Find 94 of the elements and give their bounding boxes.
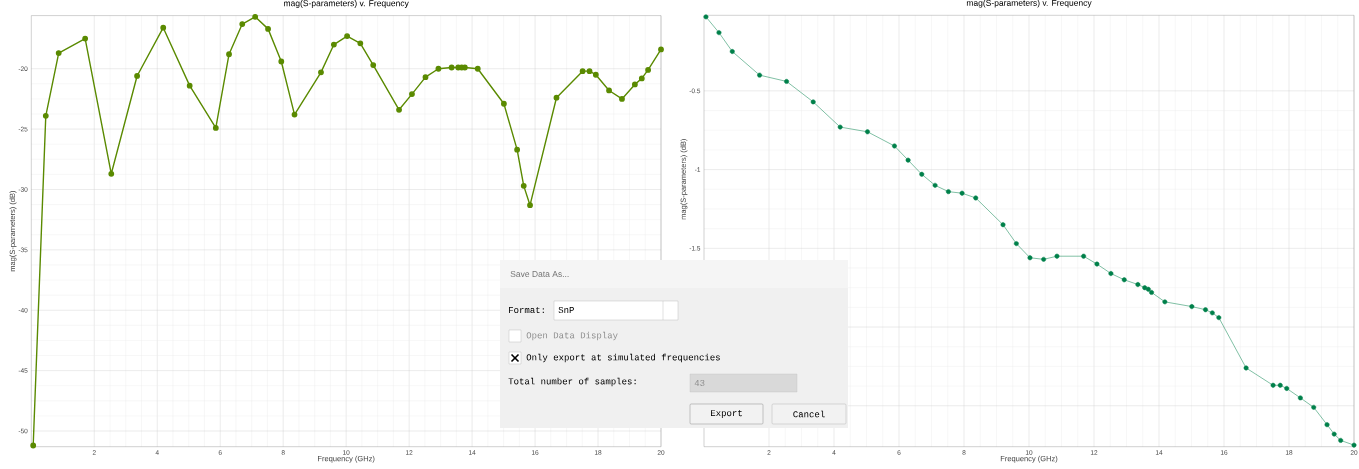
point bbox=[631, 81, 638, 88]
point bbox=[1121, 277, 1127, 283]
point bbox=[1135, 282, 1141, 287]
point bbox=[1216, 315, 1222, 321]
point bbox=[592, 71, 599, 78]
point bbox=[1000, 222, 1006, 228]
point bbox=[82, 35, 89, 42]
point bbox=[278, 58, 285, 65]
point bbox=[784, 78, 790, 84]
point bbox=[837, 124, 843, 130]
point bbox=[645, 67, 651, 73]
annotation: Total number of samples: bbox=[508, 377, 636, 387]
point bbox=[30, 442, 37, 449]
point bbox=[1027, 255, 1033, 261]
point bbox=[905, 157, 911, 163]
chart-title: mag(S-parameters) v. Frequency bbox=[284, 0, 409, 8]
point bbox=[1189, 304, 1195, 310]
point bbox=[527, 202, 533, 209]
annotation: Open Data Display bbox=[526, 331, 618, 341]
point bbox=[396, 106, 402, 113]
point bbox=[1277, 382, 1283, 388]
point bbox=[1081, 253, 1087, 259]
point bbox=[1094, 261, 1100, 267]
point bbox=[212, 125, 219, 131]
point bbox=[606, 87, 612, 94]
point bbox=[1149, 289, 1154, 295]
point bbox=[757, 72, 763, 78]
point bbox=[1108, 271, 1114, 276]
point bbox=[474, 65, 481, 72]
point bbox=[1054, 253, 1060, 259]
point bbox=[1324, 422, 1330, 428]
point bbox=[1041, 256, 1047, 262]
point bbox=[1284, 386, 1290, 391]
point bbox=[42, 112, 49, 119]
annotation: SnP bbox=[558, 306, 574, 314]
point bbox=[435, 65, 442, 72]
point bbox=[1013, 241, 1019, 247]
annotation: Format: bbox=[509, 306, 544, 314]
point bbox=[318, 69, 324, 76]
point bbox=[108, 170, 115, 177]
point bbox=[1338, 437, 1344, 443]
point bbox=[1142, 285, 1148, 291]
point bbox=[619, 96, 625, 102]
point bbox=[1162, 299, 1168, 305]
point bbox=[1331, 431, 1337, 437]
point bbox=[370, 62, 377, 69]
point bbox=[1311, 404, 1317, 410]
point bbox=[186, 82, 193, 89]
point bbox=[865, 129, 870, 135]
point bbox=[932, 182, 938, 188]
point bbox=[252, 13, 259, 20]
point bbox=[1243, 365, 1249, 371]
point bbox=[330, 41, 337, 48]
text: Save Data As... bbox=[510, 271, 569, 277]
point bbox=[160, 24, 167, 31]
point bbox=[501, 100, 507, 107]
point bbox=[226, 51, 232, 58]
point bbox=[1145, 286, 1151, 292]
point bbox=[729, 49, 735, 54]
point bbox=[553, 94, 560, 101]
point bbox=[1209, 310, 1215, 316]
point bbox=[973, 195, 979, 201]
point bbox=[291, 111, 298, 118]
chart-title: mag(S-parameters) v. Frequency bbox=[966, 0, 1092, 8]
point bbox=[55, 50, 62, 56]
annotation: Cancel bbox=[793, 410, 825, 418]
point bbox=[703, 14, 709, 20]
point bbox=[716, 30, 722, 36]
point bbox=[1297, 395, 1303, 401]
point bbox=[422, 74, 429, 81]
point bbox=[945, 189, 951, 195]
point bbox=[892, 143, 897, 149]
annotation: Export bbox=[711, 410, 742, 418]
point bbox=[520, 182, 527, 189]
point bbox=[448, 64, 455, 71]
point bbox=[357, 40, 364, 47]
annotation: Only export at simulated frequencies bbox=[526, 353, 720, 363]
point bbox=[658, 46, 664, 53]
point bbox=[638, 75, 645, 82]
point bbox=[514, 146, 521, 153]
point bbox=[344, 33, 350, 40]
point bbox=[579, 68, 586, 75]
point bbox=[134, 73, 140, 79]
point bbox=[919, 171, 925, 177]
point bbox=[1270, 382, 1276, 388]
point bbox=[409, 91, 415, 97]
annotation: 43 bbox=[694, 379, 705, 387]
point bbox=[959, 190, 965, 196]
point bbox=[265, 25, 271, 32]
point bbox=[1203, 307, 1208, 313]
point bbox=[239, 21, 246, 27]
point bbox=[586, 68, 593, 75]
point bbox=[810, 99, 816, 105]
point bbox=[1351, 442, 1357, 448]
